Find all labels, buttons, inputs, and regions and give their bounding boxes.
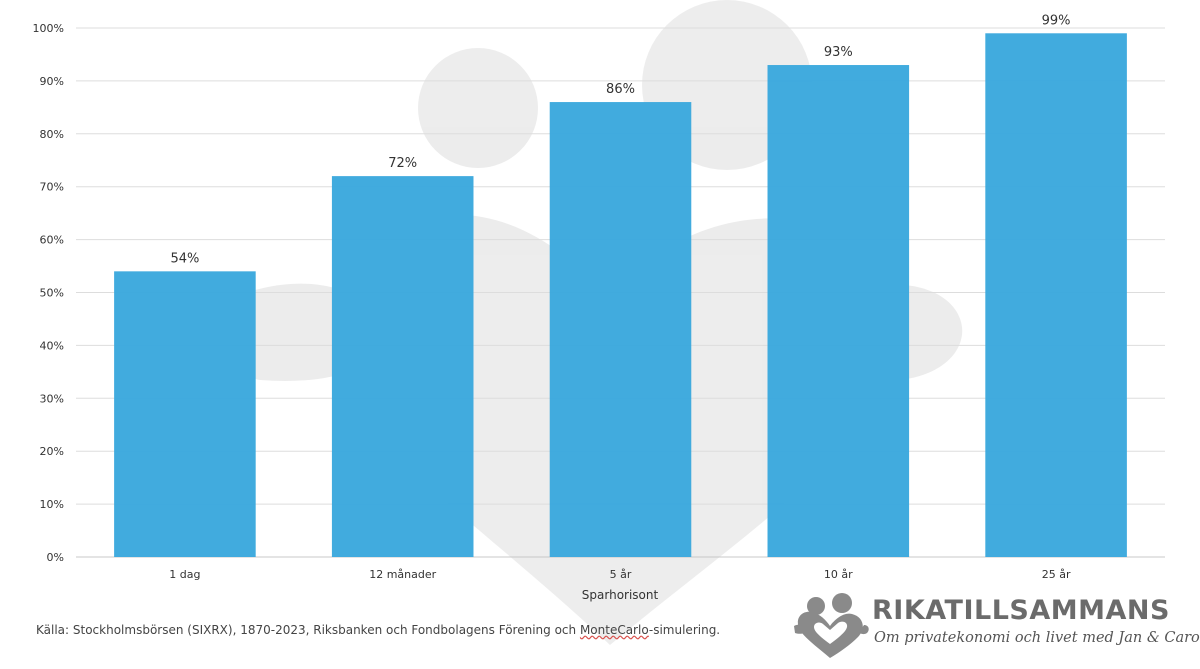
data-label: 86% (606, 82, 635, 97)
y-tick-label: 70% (40, 181, 64, 194)
y-tick-label: 60% (40, 234, 64, 247)
y-tick-label: 100% (33, 22, 64, 35)
source-montecarlo: MonteCarlo (579, 623, 649, 637)
y-tick-label: 20% (40, 445, 64, 458)
data-label: 93% (824, 45, 853, 60)
x-axis-ticks: 1 dag 12 månader 5 år 10 år 25 år (169, 568, 1071, 581)
heart-people-logo-icon (794, 593, 869, 658)
data-label: 54% (170, 251, 199, 266)
logo-name: RIKATILLSAMMANS (872, 595, 1170, 626)
bar (331, 176, 474, 557)
x-tick-label: 25 år (1042, 568, 1071, 581)
logo-tagline: Om privatekonomi och livet med Jan & Car… (874, 630, 1200, 646)
source-suffix: -simulering. (648, 623, 721, 637)
y-tick-label: 50% (40, 287, 64, 300)
y-tick-label: 40% (40, 339, 64, 352)
x-tick-label: 12 månader (369, 568, 436, 581)
bar (767, 65, 910, 557)
y-tick-label: 0% (47, 551, 64, 564)
x-tick-label: 5 år (610, 568, 632, 581)
y-axis-ticks: 0% 10% 20% 30% 40% 50% 60% 70% 80% 90% 100% (33, 22, 64, 564)
y-tick-label: 10% (40, 498, 64, 511)
x-tick-label: 1 dag (169, 568, 200, 581)
y-tick-label: 30% (40, 392, 64, 405)
x-tick-label: 10 år (824, 568, 853, 581)
y-tick-label: 80% (40, 128, 64, 141)
source-prefix: Källa: Stockholmsbörsen (SIXRX), 1870-20… (36, 623, 580, 637)
source-note: Källa: Stockholmsbörsen (SIXRX), 1870-20… (36, 623, 720, 637)
data-label: 72% (388, 156, 417, 171)
data-label: 99% (1042, 13, 1071, 28)
y-tick-label: 90% (40, 75, 64, 88)
rikatillsammans-logo: RIKATILLSAMMANS Om privatekonomi och liv… (792, 592, 1200, 662)
x-axis-title: Sparhorisont (582, 588, 659, 602)
bar (549, 102, 692, 557)
bar (985, 33, 1127, 558)
data-labels: 54% 72% 86% 93% 99% (170, 13, 1070, 266)
bar (114, 271, 256, 557)
bars (114, 33, 1127, 558)
